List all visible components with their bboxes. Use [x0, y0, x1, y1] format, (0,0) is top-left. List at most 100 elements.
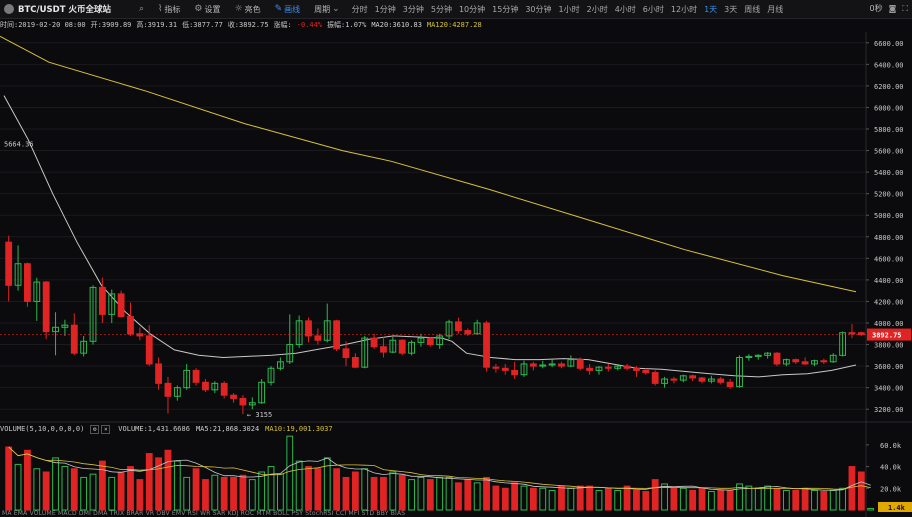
- candle-body: [576, 359, 584, 369]
- gear-icon: ⚙: [194, 4, 203, 14]
- theme-button[interactable]: ☼ 亮色: [235, 4, 261, 15]
- chart-grid: [0, 32, 912, 517]
- volume-bar: [848, 466, 856, 511]
- volume-bar: [782, 489, 790, 511]
- candle-body: [792, 359, 800, 363]
- symbol-title: BTC/USDT 火币全球站: [18, 5, 111, 15]
- price-tick-label: 4000.00: [874, 320, 904, 328]
- volume-bar: [633, 489, 640, 511]
- info-change: 涨幅: -0.44%: [274, 20, 323, 30]
- volume-bar: [867, 507, 875, 511]
- interval-tab[interactable]: 4小时: [614, 4, 636, 14]
- interval-tab[interactable]: 5分钟: [430, 4, 452, 14]
- interval-tab[interactable]: 1分钟: [374, 4, 396, 14]
- candle-body: [361, 337, 369, 368]
- search-icon[interactable]: ⌕: [138, 4, 145, 14]
- candle-body: [145, 335, 153, 365]
- indicator-list[interactable]: MA EMA VOLUME MACD DMI DMA TRIX BRAR VR …: [2, 510, 406, 517]
- interval-tab[interactable]: 月线: [767, 4, 784, 14]
- countdown-text: 0秒: [869, 4, 883, 13]
- candle-body: [707, 378, 715, 382]
- interval-tab[interactable]: 6小时: [642, 4, 664, 14]
- interval-tab[interactable]: 15分钟: [492, 4, 519, 14]
- volume-bar: [155, 457, 163, 511]
- volume-close-icon[interactable]: ×: [101, 424, 111, 434]
- interval-tab[interactable]: 周线: [744, 4, 761, 14]
- interval-tab[interactable]: 1小时: [558, 4, 580, 14]
- ma120-path: [0, 35, 857, 293]
- candle-body: [473, 322, 481, 335]
- candle-body: [661, 378, 668, 384]
- info-ma120: MA120:4287.28: [426, 21, 482, 29]
- volume-series: [5, 435, 875, 511]
- candle-body: [529, 363, 537, 367]
- candle-body: [258, 381, 266, 404]
- candle-body: [520, 363, 528, 376]
- volume-bar: [473, 482, 481, 511]
- interval-tab[interactable]: 分时: [351, 4, 368, 14]
- volume-value: VOLUME:1,431.6686: [118, 425, 190, 433]
- volume-bar: [276, 473, 284, 511]
- volume-ma10: MA10:19,001.3037: [265, 425, 333, 433]
- volume-ma5: MA5:21,868.3024: [195, 425, 260, 433]
- candle-body: [464, 330, 472, 335]
- interval-tab[interactable]: 2小时: [586, 4, 608, 14]
- volume-bar: [239, 474, 247, 511]
- volume-bar: [773, 487, 781, 511]
- volume-bar: [764, 485, 772, 511]
- candle-body: [70, 324, 78, 354]
- volume-bar: [230, 476, 237, 511]
- volume-bar: [670, 487, 678, 511]
- candle-body: [127, 316, 134, 335]
- volume-header: VOLUME(5,10,0,0,0,0) ⚙ × VOLUME:1,431.66…: [0, 424, 339, 434]
- camera-icon[interactable]: ◙: [888, 4, 897, 13]
- volume-bar: [754, 487, 762, 511]
- info-time: 时间:2019-02-20 08:00: [0, 21, 86, 29]
- fullscreen-icon[interactable]: ⛶: [902, 3, 908, 13]
- candle-body: [764, 352, 772, 356]
- candle-body: [248, 402, 256, 406]
- interval-tab[interactable]: 10分钟: [458, 4, 486, 14]
- candle-body: [211, 382, 219, 391]
- price-tick-label: 4200.00: [874, 298, 904, 306]
- indicators-button[interactable]: ⌇ 指标: [158, 4, 180, 15]
- price-tick-label: 6400.00: [874, 61, 904, 69]
- draw-button[interactable]: ✎ 画线: [275, 4, 301, 15]
- interval-tab[interactable]: 3天: [724, 4, 738, 14]
- settings-button[interactable]: ⚙ 设置: [194, 4, 220, 15]
- candle-body: [370, 337, 378, 348]
- candle-body: [829, 354, 837, 363]
- volume-bar: [717, 489, 725, 511]
- volume-bar: [651, 479, 659, 511]
- price-tick-label: 5600.00: [874, 148, 904, 156]
- info-high: 高:3919.31: [136, 21, 178, 29]
- candle-body: [342, 348, 350, 358]
- candle-body: [698, 377, 706, 382]
- candle-body: [604, 366, 612, 369]
- candle-body: [351, 356, 359, 368]
- volume-bar: [389, 471, 397, 511]
- volume-bar: [98, 460, 106, 511]
- volume-bar: [483, 476, 490, 511]
- price-tick-label: 6600.00: [874, 40, 904, 48]
- right-controls: 0秒 ◙ ⛶: [870, 3, 908, 14]
- candle-body: [595, 366, 603, 371]
- candle-body: [445, 321, 453, 337]
- candle-body: [754, 354, 762, 357]
- candle-body: [501, 367, 509, 371]
- period-dropdown[interactable]: 周期 ⌄: [314, 4, 342, 15]
- interval-tab[interactable]: 30分钟: [525, 4, 552, 14]
- interval-tab[interactable]: 3分钟: [402, 4, 424, 14]
- candle-body: [183, 369, 191, 389]
- volume-settings-icon[interactable]: ⚙: [90, 424, 100, 434]
- volume-ma10-line: [8, 446, 871, 490]
- volume-bar: [567, 487, 575, 511]
- candle-body: [295, 320, 303, 346]
- candle-body: [492, 366, 500, 369]
- interval-tab[interactable]: 12小时: [670, 4, 698, 14]
- candle-body: [642, 369, 650, 374]
- candle-body: [848, 332, 856, 335]
- candle-body: [586, 367, 594, 371]
- interval-tab-selected[interactable]: 1天: [704, 4, 718, 14]
